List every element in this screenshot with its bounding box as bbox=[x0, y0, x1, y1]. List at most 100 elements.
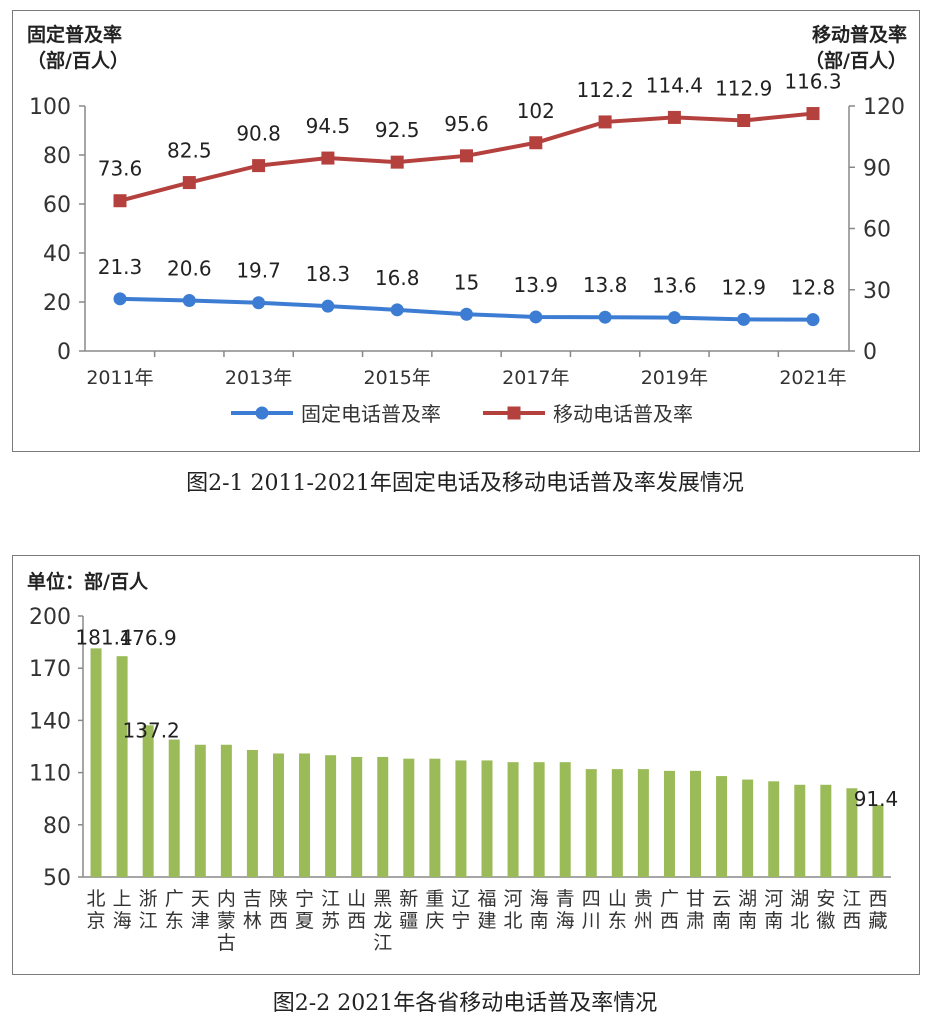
bar bbox=[325, 755, 337, 877]
series-point-1 bbox=[806, 313, 820, 327]
x-tick-label: 2013年 bbox=[225, 367, 292, 389]
series-point-1 bbox=[460, 307, 473, 321]
bar bbox=[820, 784, 832, 877]
data-label-1: 12.8 bbox=[791, 276, 836, 300]
category-label: 陕西 bbox=[269, 888, 288, 932]
x-tick-label: 2011年 bbox=[86, 367, 153, 389]
right-axis-unit: （部/百人） bbox=[805, 49, 907, 72]
data-label: 137.2 bbox=[123, 718, 180, 742]
bar bbox=[742, 779, 754, 877]
legend-label-1: 固定电话普及率 bbox=[301, 402, 441, 426]
bar bbox=[351, 756, 363, 877]
data-label-1: 19.7 bbox=[236, 259, 281, 283]
category-label: 云南 bbox=[712, 888, 731, 932]
series-point-1 bbox=[529, 310, 543, 324]
bar bbox=[220, 744, 232, 877]
series-point-1 bbox=[598, 310, 612, 324]
series-point-2 bbox=[390, 155, 404, 169]
category-label: 天津 bbox=[191, 888, 210, 932]
category-label: 广东 bbox=[165, 888, 184, 932]
data-label-1: 13.8 bbox=[583, 273, 628, 297]
bar bbox=[403, 758, 415, 877]
category-label: 甘肃 bbox=[686, 888, 705, 932]
right-y-tick-label: 120 bbox=[863, 95, 905, 120]
bar bbox=[481, 760, 493, 877]
bar bbox=[194, 744, 206, 877]
x-tick-label: 2019年 bbox=[641, 367, 708, 389]
series-point-1 bbox=[113, 292, 127, 306]
left-y-tick-label: 20 bbox=[43, 291, 71, 316]
y-tick-label: 170 bbox=[29, 657, 71, 682]
bar bbox=[559, 762, 571, 877]
right-y-tick-label: 30 bbox=[863, 279, 891, 304]
category-label: 山东 bbox=[608, 888, 627, 932]
data-label-2: 112.2 bbox=[576, 78, 633, 102]
data-label: 181.4 bbox=[75, 625, 132, 649]
category-label: 贵州 bbox=[634, 888, 653, 932]
data-label: 91.4 bbox=[854, 787, 899, 811]
category-label: 吉林 bbox=[243, 888, 262, 932]
data-label-2: 102 bbox=[517, 99, 555, 123]
series-point-2 bbox=[321, 151, 335, 165]
series-point-2 bbox=[182, 176, 196, 190]
data-label-2: 90.8 bbox=[236, 122, 281, 146]
right-axis-title: 移动普及率 bbox=[812, 23, 907, 46]
bar-chart-panel: 单位：部/百人 50 80 110 140 170 200 181.4 北京 176.9 上海 137… bbox=[12, 555, 920, 975]
right-y-tick-label: 90 bbox=[863, 156, 891, 181]
series-point-1 bbox=[667, 311, 681, 325]
bar bbox=[872, 804, 884, 877]
bar bbox=[455, 760, 467, 877]
category-label: 上海 bbox=[113, 888, 132, 932]
series-point-2 bbox=[113, 194, 127, 208]
y-tick-label: 50 bbox=[43, 866, 71, 891]
bar bbox=[142, 725, 154, 877]
series-point-1 bbox=[252, 296, 266, 310]
data-label-2: 82.5 bbox=[167, 139, 212, 163]
bar bbox=[716, 776, 728, 877]
data-label-2: 112.9 bbox=[715, 76, 772, 100]
left-y-tick-label: 60 bbox=[43, 193, 71, 218]
category-label: 江苏 bbox=[321, 888, 340, 932]
category-label: 山西 bbox=[347, 888, 366, 932]
bar bbox=[168, 739, 180, 877]
bar bbox=[768, 781, 780, 877]
bar bbox=[116, 656, 128, 877]
category-label: 黑龙江 bbox=[373, 888, 392, 954]
data-label-1: 20.6 bbox=[167, 257, 212, 281]
left-axis-unit: （部/百人） bbox=[27, 49, 129, 72]
series-point-2 bbox=[806, 107, 820, 121]
bar bbox=[611, 769, 623, 877]
series-point-2 bbox=[667, 110, 681, 124]
data-label-2: 116.3 bbox=[784, 70, 841, 94]
category-label: 江西 bbox=[842, 888, 861, 932]
bar bbox=[272, 753, 284, 877]
category-label: 四川 bbox=[582, 888, 601, 932]
category-label: 青海 bbox=[556, 888, 575, 932]
data-label-1: 15 bbox=[454, 270, 479, 294]
category-label: 福建 bbox=[477, 888, 496, 932]
data-label-1: 21.3 bbox=[98, 255, 143, 279]
y-tick-label: 110 bbox=[29, 762, 71, 787]
data-label: 176.9 bbox=[119, 626, 176, 650]
bar bbox=[690, 770, 702, 877]
bar bbox=[663, 770, 675, 877]
bar bbox=[246, 749, 258, 877]
right-y-tick-label: 60 bbox=[863, 218, 891, 243]
category-label: 广西 bbox=[660, 888, 679, 932]
legend-marker-1 bbox=[255, 406, 269, 420]
category-label: 安徽 bbox=[816, 888, 835, 932]
bar bbox=[429, 758, 441, 877]
left-y-tick-label: 100 bbox=[29, 95, 71, 120]
series-point-1 bbox=[737, 312, 751, 326]
series-point-2 bbox=[598, 115, 612, 129]
category-label: 浙江 bbox=[139, 888, 158, 932]
data-label-1: 13.6 bbox=[652, 274, 697, 298]
category-label: 河南 bbox=[764, 888, 783, 932]
bar bbox=[794, 784, 806, 877]
line-chart: 固定普及率 （部/百人） 移动普及率 （部/百人） 0 20 40 60 80 100 0 30 60 9… bbox=[27, 23, 907, 426]
category-label: 西藏 bbox=[868, 888, 887, 932]
bar bbox=[507, 762, 519, 877]
unit-label: 单位：部/百人 bbox=[27, 570, 149, 593]
category-label: 新疆 bbox=[399, 888, 418, 932]
